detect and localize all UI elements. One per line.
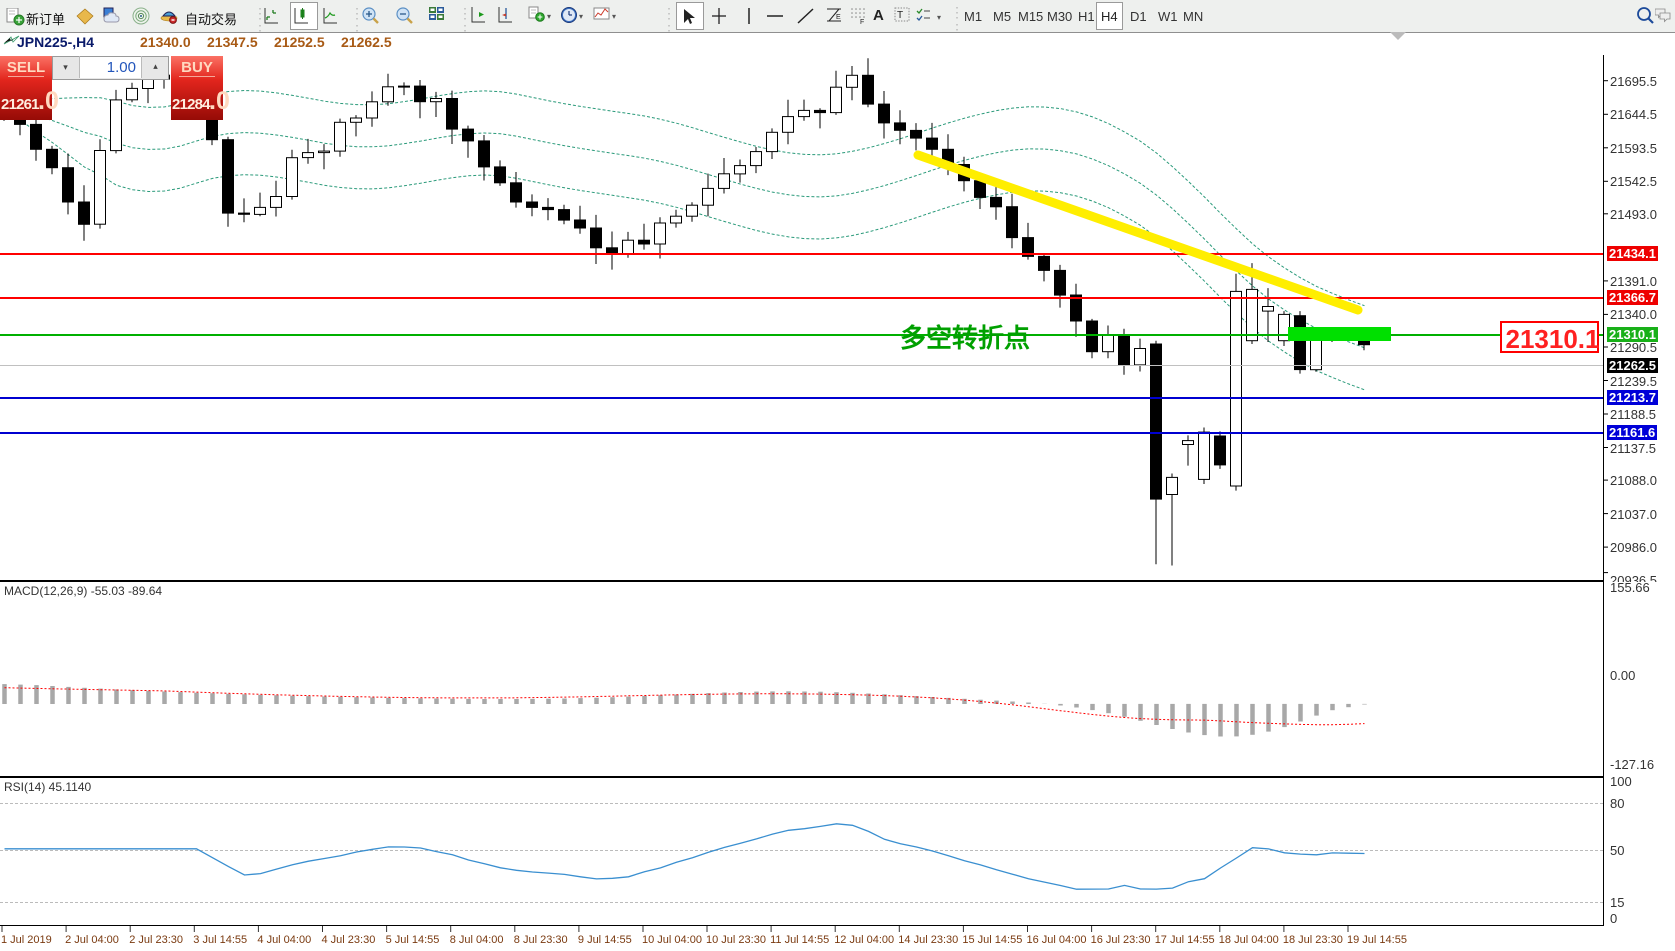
svg-text:E: E <box>836 14 841 21</box>
svg-text:F: F <box>860 19 864 25</box>
svg-text:▾: ▾ <box>612 12 616 21</box>
svg-text:▾: ▾ <box>579 12 583 21</box>
svg-text:T: T <box>897 10 903 21</box>
svg-text:▾: ▾ <box>547 12 551 21</box>
